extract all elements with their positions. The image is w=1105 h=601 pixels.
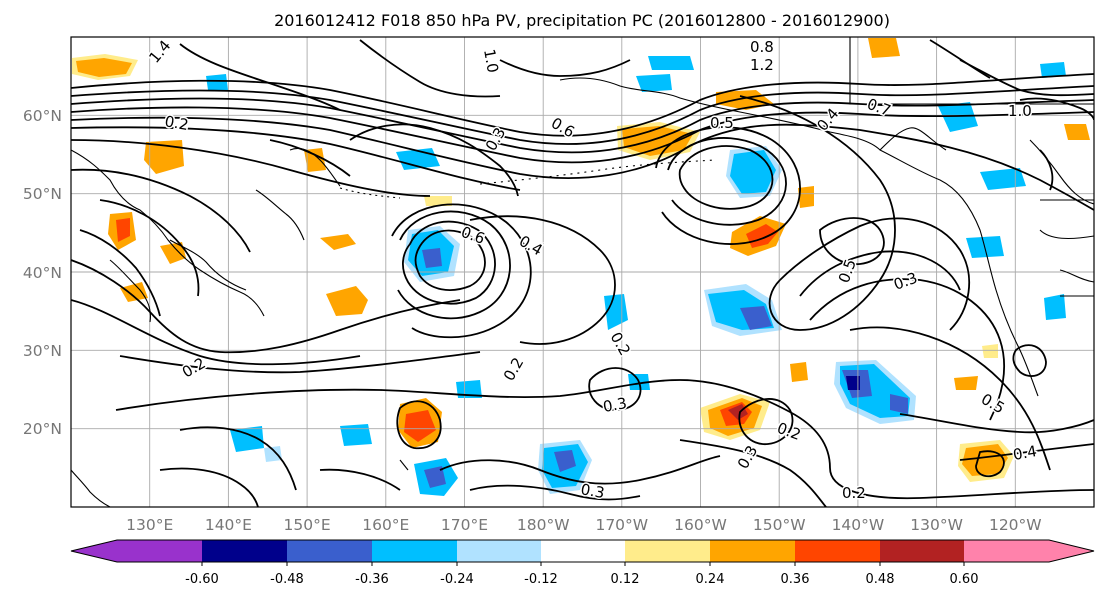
colorbar-segment xyxy=(880,540,964,562)
colorbar-tick-label: 0.60 xyxy=(950,572,979,587)
lat-label: 40°N xyxy=(23,264,62,282)
colorbar-segment xyxy=(372,540,457,562)
lon-label: 130°W xyxy=(910,516,963,534)
lon-label: 150°W xyxy=(753,516,806,534)
colorbar-segment xyxy=(117,540,202,562)
colorbar-segment xyxy=(964,540,1049,562)
colorbar-segment xyxy=(457,540,541,562)
colorbar: -0.60 -0.48 -0.36 -0.24 -0.12 0.12 0.24 … xyxy=(70,539,1095,587)
map-frame xyxy=(70,36,1095,508)
contour-label: 0.4 xyxy=(1012,442,1039,464)
colorbar-tick-label: 0.12 xyxy=(611,572,640,587)
gridlines xyxy=(71,37,1094,507)
lon-label: 180°W xyxy=(517,516,570,534)
lon-label: 120°W xyxy=(989,516,1042,534)
lat-label: 30°N xyxy=(23,342,62,360)
colorbar-tick-label: -0.60 xyxy=(185,572,219,587)
lat-label: 50°N xyxy=(23,185,62,203)
colorbar-tick-label: -0.24 xyxy=(440,572,474,587)
colorbar-segment xyxy=(287,540,372,562)
lon-label: 160°W xyxy=(674,516,727,534)
contour-label: 0.8 xyxy=(750,38,774,56)
colorbar-segment xyxy=(541,540,625,562)
lon-label: 170°E xyxy=(441,516,488,534)
colorbar-segment xyxy=(625,540,710,562)
lat-label: 60°N xyxy=(23,107,62,125)
contour-label: 1.0 xyxy=(1008,102,1032,120)
pv-contours xyxy=(71,39,1094,507)
colorbar-segment xyxy=(710,540,795,562)
colorbar-tick-label: 0.36 xyxy=(781,572,810,587)
lon-label: 140°E xyxy=(205,516,252,534)
lon-label: 140°W xyxy=(832,516,885,534)
colorbar-tick-label: -0.36 xyxy=(355,572,389,587)
colorbar-tick-label: 0.48 xyxy=(866,572,895,587)
colorbar-tick-label: -0.48 xyxy=(270,572,304,587)
contour-label: 0.5 xyxy=(710,114,734,132)
lon-label: 170°W xyxy=(595,516,648,534)
map-title: 2016012412 F018 850 hPa PV, precipitatio… xyxy=(274,11,890,30)
colorbar-extend-high xyxy=(1049,540,1094,562)
lon-label: 130°E xyxy=(126,516,173,534)
map-area: 1.4 1.0 0.8 1.2 0.7 0.4 0.6 0.2 0.3 0.5 … xyxy=(70,35,1095,508)
colorbar-outline xyxy=(70,539,1095,563)
colorbar-segment xyxy=(795,540,880,562)
lon-label: 150°E xyxy=(284,516,331,534)
contour-label: 0.2 xyxy=(842,484,866,502)
lon-label: 160°E xyxy=(362,516,409,534)
colorbar-extend-low xyxy=(71,540,117,562)
colorbar-segment xyxy=(202,540,287,562)
colorbar-tick-label: 0.24 xyxy=(696,572,725,587)
lat-label: 20°N xyxy=(23,420,62,438)
colorbar-tick-label: -0.12 xyxy=(524,572,558,587)
longitude-labels: 130°E 140°E 150°E 160°E 170°E 180°W 170°… xyxy=(126,516,1042,534)
latitude-labels: 60°N 50°N 40°N 30°N 20°N xyxy=(23,107,62,438)
contour-label: 1.2 xyxy=(750,56,774,74)
coastlines xyxy=(71,37,1094,507)
